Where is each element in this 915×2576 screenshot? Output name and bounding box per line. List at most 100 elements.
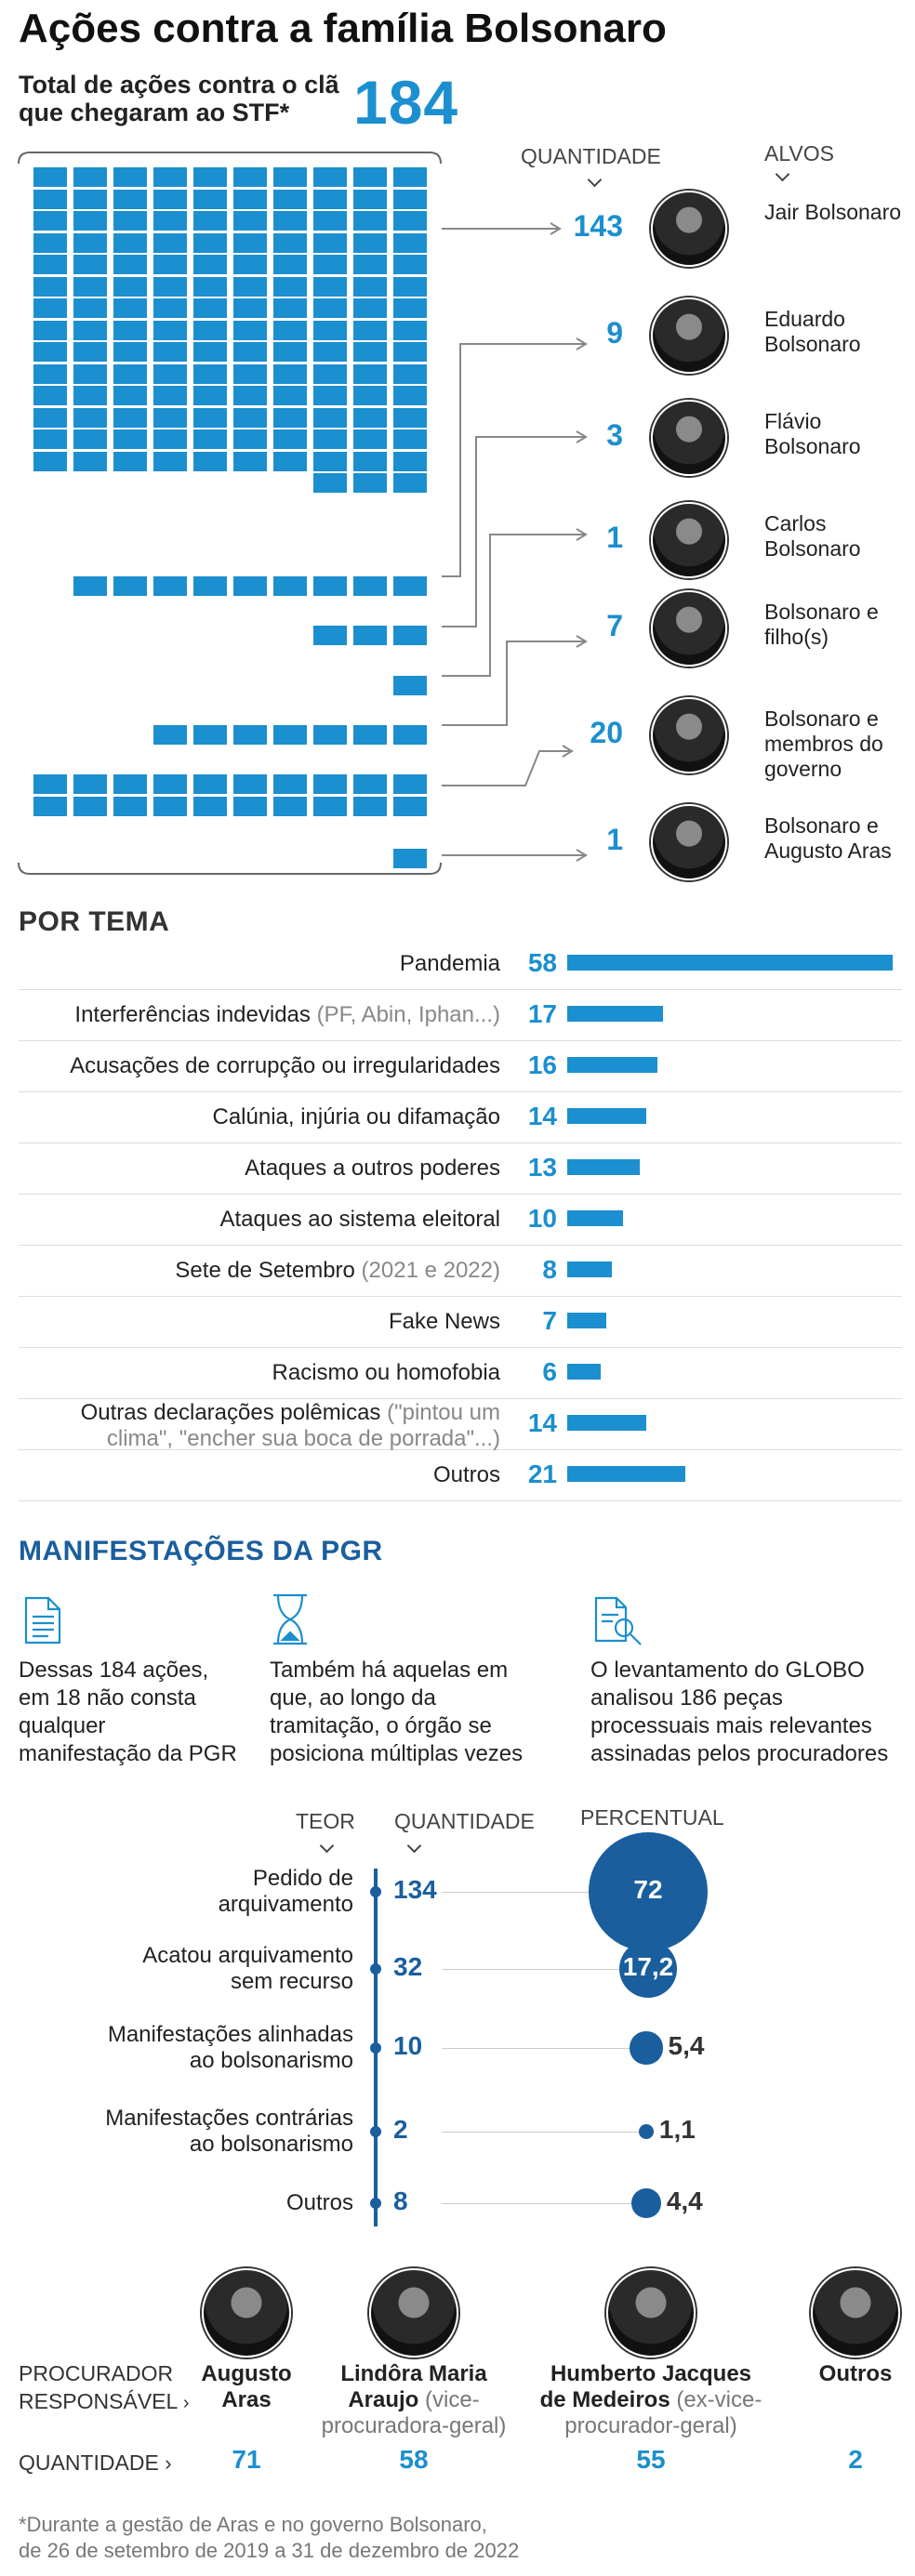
waffle-square [233,407,267,428]
waffle-square [393,725,427,745]
waffle-square [313,725,347,745]
theme-value: 58 [527,948,557,977]
waffle-square [193,363,227,384]
procurador-name-text: de Medeiros [539,2387,677,2412]
theme-bar [567,1057,657,1073]
teor-line2: arquivamento [218,1892,353,1917]
procurador-name-line2: de Medeiros (ex-vice-procurador-geral) [539,2387,762,2439]
waffle-square [353,189,387,209]
teor-tick [370,1886,381,1897]
theme-row: Sete de Setembro (2021 e 2022) 8 [19,1246,902,1297]
theme-row: Ataques a outros poderes 13 [19,1143,902,1195]
theme-bar [567,1313,607,1328]
avatar [651,590,727,667]
waffle-square [153,167,187,187]
target-name: Carlos Bolsonaro [764,511,861,561]
theme-bar [567,1108,646,1124]
waffle-square [313,255,347,274]
waffle-square [233,232,267,253]
target-name: Eduardo Bolsonaro [764,307,861,356]
pgr-connector [442,2203,632,2204]
waffle-square [33,386,67,405]
waffle-square [353,429,387,449]
waffle-square [193,774,227,794]
teor-tick [370,2198,381,2209]
waffle-square [153,576,187,596]
procurador-name-text: Araujo [348,2387,425,2412]
teor-line2: ao bolsonarismo [189,2048,353,2073]
theme-label-text: Calúnia, injúria ou difamação [212,1104,500,1129]
percentual-header: PERCENTUAL [580,1805,724,1830]
target-count: 143 [573,209,623,243]
waffle-square [353,298,387,318]
theme-label-extra: (PF, Abin, Iphan...) [316,1002,500,1027]
chevron-down-icon [406,1838,422,1856]
waffle-square [233,429,267,449]
waffle-square [273,232,307,253]
target-name: Jair Bolsonaro [764,200,902,224]
theme-bar [567,1210,624,1226]
waffle-square [313,211,347,231]
theme-label: Outras declarações polêmicas ("pintou um… [81,1400,500,1452]
theme-label: Pandemia [400,951,500,977]
theme-row: Outros 21 [19,1450,902,1501]
waffle-square [153,298,187,318]
teor-label: Acatou arquivamento sem recurso [37,1943,353,1995]
target-name: Bolsonaro e filho(s) [764,600,879,649]
theme-label-text: Acusações de corrupção ou irregularidade… [70,1053,500,1078]
waffle-square [193,429,227,449]
pgr-connector [442,1969,619,1970]
pgr-percent-bubble [639,2124,654,2139]
waffle-square [273,298,307,318]
waffle-square [273,429,307,449]
waffle-square [393,451,427,471]
waffle-square [73,255,107,274]
waffle-square [33,189,67,209]
waffle-square [73,342,107,362]
waffle-square [393,676,427,695]
teor-line1: Manifestações alinhadas [107,2022,353,2047]
theme-row: Racismo ou homofobia 6 [19,1348,902,1399]
waffle-square [33,298,67,318]
theme-label: Racismo ou homofobia [272,1360,500,1386]
theme-label: Sete de Setembro (2021 e 2022) [175,1258,500,1284]
quantity-header: QUANTIDADE [521,144,661,169]
waffle-square [353,363,387,384]
waffle-square [33,232,67,253]
waffle-square [273,255,307,274]
theme-label-text: Interferências indevidas [74,1002,317,1027]
waffle-square [273,796,307,816]
waffle-square [113,276,147,297]
waffle-square [113,211,147,231]
hourglass-icon [273,1593,307,1645]
waffle-square [33,429,67,449]
target-name: Bolsonaro e Augusto Aras [764,813,892,863]
waffle-square [393,774,427,794]
targets-header-label: ALVOS [764,141,834,165]
waffle-square [113,386,147,405]
waffle-square [33,363,67,384]
theme-row: Interferências indevidas (PF, Abin, Ipha… [19,990,902,1041]
pgr-percent-bubble [631,2188,661,2218]
pgr-note-2: Também há aquelas em que, ao longo da tr… [270,1658,524,1766]
waffle-square [313,626,347,645]
waffle-square [233,725,267,745]
theme-bar [567,1364,602,1380]
waffle-square [273,363,307,384]
waffle-square [193,276,227,297]
theme-label: Fake News [389,1309,500,1335]
waffle-square [353,576,387,596]
waffle-square [153,429,187,449]
waffle-square [113,255,147,274]
waffle-square [193,407,227,428]
theme-bar [567,1006,663,1022]
theme-label: Ataques ao sistema eleitoral [220,1207,501,1233]
procurador-name: Outros [744,2361,915,2387]
theme-row: Ataques ao sistema eleitoral 10 [19,1195,902,1246]
theme-bar [567,1415,646,1431]
theme-label: Calúnia, injúria ou difamação [212,1104,500,1130]
target-count: 1 [606,521,623,554]
procurador-qty-label: QUANTIDADE › [19,2451,172,2476]
footnote-line1: *Durante a gestão de Aras e no governo B… [19,2513,487,2536]
